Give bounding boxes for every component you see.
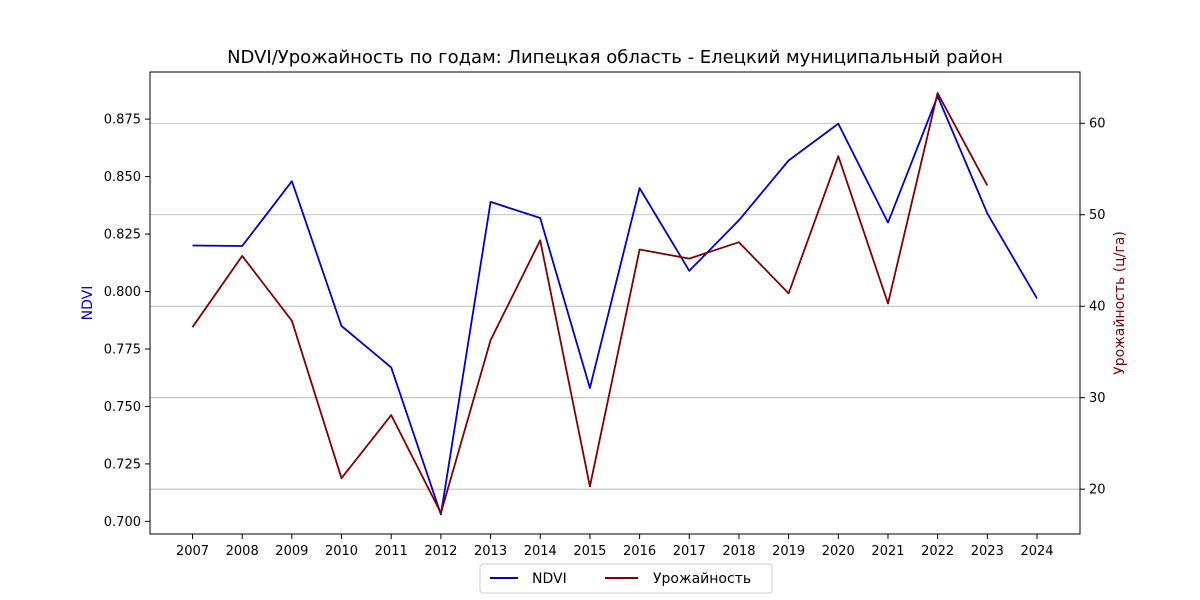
x-tick-label: 2011 (375, 544, 408, 559)
left-tick-label: 0.825 (104, 228, 141, 243)
right-tick-label: 50 (1089, 208, 1106, 223)
x-tick-label: 2023 (971, 544, 1004, 559)
legend: NDVI Урожайность (479, 563, 773, 594)
x-tick-label: 2020 (822, 544, 855, 559)
x-tick-label: 2014 (524, 544, 557, 559)
left-tick-label: 0.725 (104, 457, 141, 472)
right-tick-label: 60 (1089, 117, 1106, 132)
x-tick-label: 2021 (871, 544, 904, 559)
right-axis: 20 30 40 50 60 (1080, 117, 1106, 498)
series-line-yield (191, 92, 989, 514)
x-tick-label: 2013 (474, 544, 507, 559)
series-line-ndvi (192, 95, 1038, 516)
x-tick-label: 2012 (424, 544, 457, 559)
legend-label-ndvi: NDVI (532, 571, 567, 587)
x-tick-label: 2017 (673, 544, 706, 559)
series-layer (191, 92, 1038, 516)
grid (150, 122, 1080, 490)
x-tick-label: 2009 (275, 544, 308, 559)
x-tick-label: 2015 (573, 544, 606, 559)
legend-label-yield: Урожайность (653, 571, 751, 587)
x-tick-label: 2010 (325, 544, 358, 559)
left-tick-label: 0.750 (104, 400, 141, 415)
x-tick-label: 2016 (623, 544, 656, 559)
right-tick-label: 40 (1089, 300, 1106, 315)
chart-title: NDVI/Урожайность по годам: Липецкая обла… (227, 47, 1003, 68)
plot-frame (149, 71, 1081, 535)
right-axis-label: Урожайность (ц/га) (1112, 231, 1128, 375)
left-tick-label: 0.800 (104, 285, 141, 300)
left-tick-label: 0.850 (104, 170, 141, 185)
x-tick-label: 2008 (226, 544, 259, 559)
x-tick-label: 2007 (176, 544, 209, 559)
right-tick-label: 30 (1089, 391, 1106, 406)
left-tick-label: 0.875 (104, 113, 141, 128)
left-axis-label: NDVI (80, 286, 96, 321)
x-tick-label: 2024 (1020, 544, 1053, 559)
left-axis: 0.700 0.725 0.750 0.775 0.800 0.825 0.850 0.875 (104, 113, 150, 530)
x-tick-label: 2019 (772, 544, 805, 559)
x-axis: 2007 2008 2009 2010 2011 2012 2013 2014 2015 2016… (176, 534, 1054, 559)
x-tick-label: 2018 (722, 544, 755, 559)
x-tick-label: 2022 (921, 544, 954, 559)
left-tick-label: 0.700 (104, 515, 141, 530)
left-tick-label: 0.775 (104, 342, 141, 357)
right-tick-label: 20 (1089, 483, 1106, 498)
